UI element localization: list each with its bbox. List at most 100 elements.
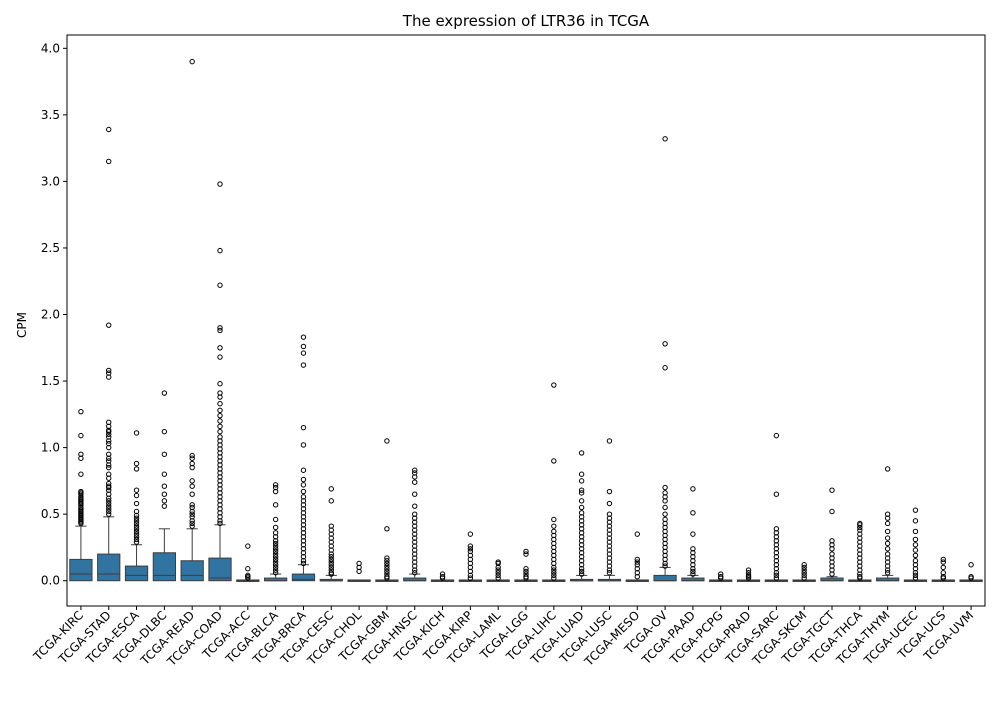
outlier-point [523, 551, 529, 557]
outlier-point [133, 539, 140, 545]
outlier-point [78, 520, 84, 527]
outlier-point [133, 528, 140, 535]
outlier-point [217, 418, 223, 424]
outlier-point [384, 566, 390, 572]
outlier-point [634, 559, 640, 565]
box-tcga-cesc [319, 486, 343, 582]
outlier-point [884, 528, 891, 535]
outlier-point [412, 491, 418, 497]
outlier-point [578, 487, 585, 493]
box-tcga-chol [347, 560, 371, 582]
outlier-point [217, 282, 223, 288]
outlier-point [106, 475, 112, 481]
outlier-point [829, 487, 835, 493]
outlier-point [217, 181, 223, 187]
outlier-point [245, 575, 251, 581]
box-tcga-luad [570, 450, 594, 582]
outlier-point [133, 531, 140, 537]
outlier-point [439, 575, 446, 581]
outlier-point [912, 507, 919, 513]
outlier-point [217, 407, 223, 414]
outlier-point [300, 482, 307, 488]
outlier-point [217, 354, 223, 360]
box-tcga-kich [430, 571, 455, 582]
outlier-point [300, 350, 307, 356]
outlier-point [912, 536, 919, 543]
outlier-point [272, 556, 279, 563]
outlier-point [551, 575, 557, 581]
outlier-point [328, 486, 334, 492]
outlier-point [384, 568, 390, 575]
outlier-point [662, 511, 668, 517]
outlier-point [328, 562, 334, 568]
outlier-point [161, 451, 168, 457]
outlier-point [189, 58, 195, 65]
outlier-point [217, 412, 223, 419]
outlier-point [884, 570, 891, 576]
outlier-point [523, 575, 529, 581]
outlier-point [690, 571, 696, 577]
outlier-point [78, 408, 84, 415]
outlier-point [161, 498, 168, 504]
outlier-point [773, 575, 780, 581]
outlier-point [884, 567, 891, 573]
y-tick-label: 2.5 [41, 241, 60, 255]
outlier-point [634, 556, 640, 563]
outlier-point [384, 555, 390, 561]
outlier-point [940, 564, 946, 571]
outlier-point [606, 570, 613, 576]
outlier-point [745, 567, 752, 573]
outlier-point [384, 575, 390, 581]
outlier-point [412, 570, 418, 576]
outlier-point [189, 508, 195, 515]
y-axis: 0.0 0.5 1.0 1.5 2.0 2.5 3.0 3.5 4.0 [41, 41, 67, 588]
outlier-point [161, 491, 168, 497]
outlier-point [300, 424, 307, 431]
outlier-point [634, 531, 640, 537]
box-tcga-coad [208, 181, 232, 582]
outlier-point [189, 520, 195, 527]
outlier-point [551, 567, 557, 573]
box-tcga-ucec [903, 507, 928, 582]
outlier-point [133, 460, 140, 467]
outlier-point [300, 558, 307, 564]
plot-frame [66, 34, 986, 607]
box-tcga-meso [625, 531, 649, 582]
chart-title: The expression of LTR36 in TCGA [402, 12, 650, 30]
box-tcga-brca [291, 334, 316, 582]
outlier-point [217, 518, 223, 524]
outlier-point [912, 572, 919, 579]
box-tcga-ov [653, 136, 677, 582]
outlier-point [884, 540, 891, 547]
outlier-point [662, 365, 668, 371]
outlier-point [328, 571, 334, 577]
outlier-point [78, 471, 84, 477]
outlier-point [245, 566, 251, 572]
outlier-point [940, 556, 946, 563]
box-tcga-thca [848, 520, 872, 582]
outlier-point [578, 566, 585, 572]
outlier-point [884, 515, 891, 521]
box-tcga-kirc [69, 408, 93, 582]
outlier-point [801, 575, 807, 581]
outlier-point [662, 498, 668, 504]
outlier-point [133, 520, 140, 527]
outlier-point [384, 526, 390, 532]
outlier-point [300, 467, 307, 473]
outlier-point [690, 510, 696, 516]
outlier-point [161, 471, 168, 477]
outlier-point [912, 575, 919, 581]
box-tcga-tgct [820, 487, 844, 582]
outlier-point [578, 568, 585, 575]
outlier-point [133, 500, 140, 507]
box-body [152, 552, 176, 582]
outlier-point [189, 478, 195, 484]
outlier-point [884, 546, 891, 552]
outlier-point [272, 562, 279, 568]
outlier-point [801, 572, 807, 579]
outlier-point [328, 498, 334, 504]
outlier-point [300, 560, 307, 567]
outlier-point [356, 568, 362, 575]
outlier-point [189, 452, 195, 459]
y-tick-label: 1.5 [41, 374, 60, 388]
